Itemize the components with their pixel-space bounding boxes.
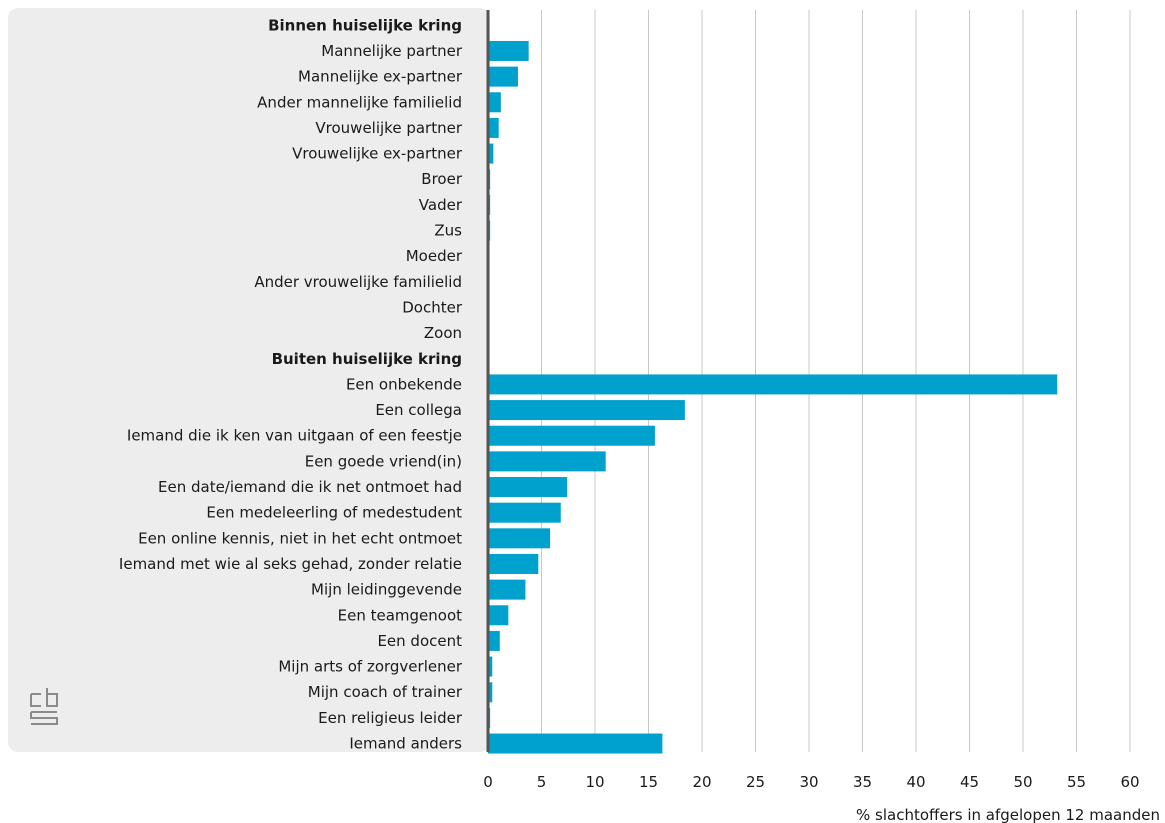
- bars: [488, 40, 1058, 754]
- category-label: Broer: [421, 170, 463, 188]
- x-tick-label: 50: [1013, 773, 1032, 791]
- category-label: Zoon: [424, 324, 462, 342]
- category-label: Een goede vriend(in): [305, 452, 462, 470]
- x-tick-label: 55: [1067, 773, 1086, 791]
- category-label: Moeder: [406, 247, 463, 265]
- bar: [488, 605, 509, 626]
- x-tick-label: 30: [799, 773, 818, 791]
- category-labels: Binnen huiselijke kring Mannelijke partne…: [119, 16, 463, 752]
- x-tick-label: 5: [537, 773, 547, 791]
- x-axis-label: % slachtoffers in afgelopen 12 maanden: [856, 806, 1160, 823]
- bar: [488, 553, 539, 574]
- category-label: Mannelijke ex-partner: [298, 68, 463, 86]
- category-label: Een medeleerling of medestudent: [206, 504, 462, 522]
- bar: [488, 117, 499, 138]
- bar: [488, 425, 655, 446]
- bar: [488, 400, 685, 421]
- x-tick-label: 25: [746, 773, 765, 791]
- bar: [488, 374, 1058, 395]
- category-label: Mijn coach of trainer: [308, 683, 463, 701]
- category-label: Iemand anders: [349, 735, 462, 753]
- category-label: Mannelijke partner: [321, 42, 463, 60]
- cbs-logo-icon: [30, 688, 58, 725]
- category-label: Mijn leidinggevende: [311, 581, 462, 599]
- category-label: Iemand met wie al seks gehad, zonder rel…: [119, 555, 462, 573]
- bar: [488, 92, 501, 113]
- x-tick-label: 45: [960, 773, 979, 791]
- bar: [488, 66, 518, 87]
- category-label: Een teamgenoot: [338, 606, 463, 624]
- bar: [488, 477, 568, 498]
- group-header-label: Binnen huiselijke kring: [268, 16, 462, 34]
- bar: [488, 451, 606, 472]
- x-tick-label: 40: [906, 773, 925, 791]
- bar: [488, 630, 500, 651]
- x-tick-label: 10: [585, 773, 604, 791]
- category-label: Iemand die ik ken van uitgaan of een fee…: [127, 427, 462, 445]
- x-tick-labels: 0 5 10 15 20 25 30 35 40 45 50 55 60: [483, 773, 1139, 791]
- x-tick-label: 60: [1120, 773, 1139, 791]
- category-label: Ander vrouwelijke familielid: [254, 273, 462, 291]
- bar: [488, 528, 551, 549]
- bar: [488, 40, 529, 61]
- bar: [488, 502, 561, 523]
- category-label: Dochter: [402, 298, 463, 316]
- x-tick-label: 35: [853, 773, 872, 791]
- x-tick-label: 15: [639, 773, 658, 791]
- category-label: Een onbekende: [346, 375, 462, 393]
- label-panel-background: [8, 8, 490, 752]
- x-tick-label: 20: [692, 773, 711, 791]
- category-label: Een docent: [377, 632, 462, 650]
- bar: [488, 579, 526, 600]
- category-label: Vrouwelijke ex-partner: [292, 145, 463, 163]
- bar: [488, 733, 663, 754]
- category-label: Een collega: [375, 401, 462, 419]
- bar: [488, 682, 493, 703]
- group-header-label: Buiten huiselijke kring: [272, 350, 462, 368]
- category-label: Een date/iemand die ik net ontmoet had: [158, 478, 462, 496]
- category-label: Een religieus leider: [318, 709, 463, 727]
- bar: [488, 656, 493, 677]
- category-label: Mijn arts of zorgverlener: [278, 658, 462, 676]
- category-label: Vrouwelijke partner: [315, 119, 462, 137]
- bar: [488, 143, 494, 164]
- category-label: Vader: [419, 196, 463, 214]
- category-label: Zus: [434, 222, 462, 240]
- category-label: Een online kennis, niet in het echt ontm…: [138, 529, 462, 547]
- category-label: Ander mannelijke familielid: [257, 93, 462, 111]
- x-tick-label: 0: [483, 773, 493, 791]
